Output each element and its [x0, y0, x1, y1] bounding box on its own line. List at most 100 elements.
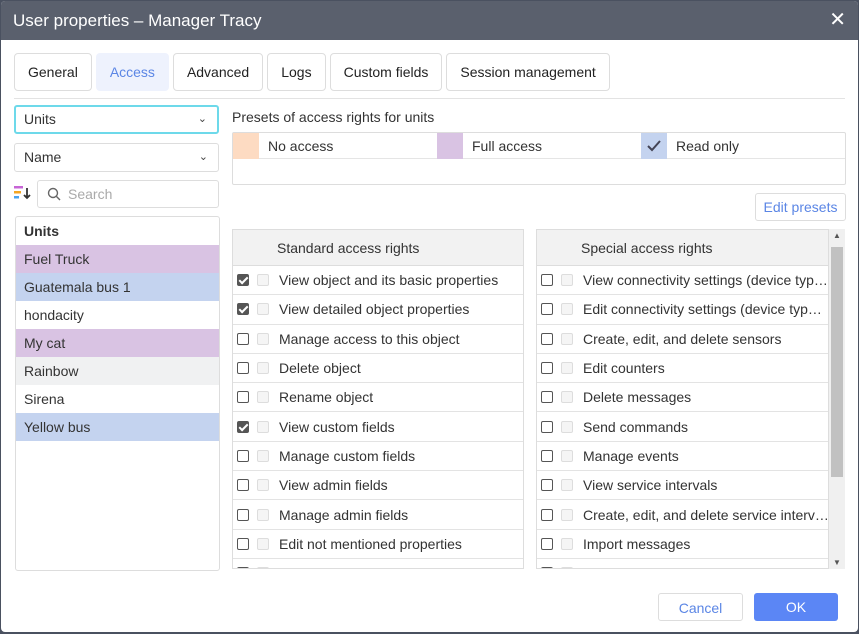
inherited-checkbox — [257, 420, 269, 433]
table-row: Edit counters — [537, 354, 828, 384]
preset-full-access[interactable]: Full access — [437, 132, 641, 159]
right-checkbox[interactable] — [237, 537, 249, 550]
table-row: Rename object — [233, 383, 523, 413]
dialog-title: User properties – Manager Tracy — [13, 11, 262, 30]
preset-read-only[interactable]: Read only — [641, 132, 845, 159]
right-checkbox[interactable] — [541, 274, 553, 287]
inherited-checkbox — [257, 449, 269, 462]
preset-swatch — [233, 132, 259, 159]
right-label: Delete messages — [583, 389, 692, 406]
right-checkbox[interactable] — [237, 274, 249, 287]
table-row: Manage admin fields — [233, 500, 523, 530]
right-checkbox[interactable] — [541, 508, 553, 521]
presets-panel: No access Full access Read only — [232, 132, 846, 185]
right-label: Edit not mentioned properties — [279, 535, 462, 552]
right-checkbox[interactable] — [237, 303, 249, 316]
right-label: View connectivity settings (device typ… — [583, 272, 828, 289]
inherited-checkbox — [257, 479, 269, 492]
tab-logs[interactable]: Logs — [267, 53, 326, 91]
scroll-down-icon[interactable]: ▼ — [833, 558, 841, 567]
list-header: Units — [24, 223, 59, 239]
right-checkbox[interactable] — [237, 362, 249, 375]
right-label: View admin fields — [279, 477, 388, 494]
sort-icon[interactable] — [14, 185, 32, 201]
right-label: Create, edit, and delete sensors — [583, 330, 782, 347]
right-checkbox[interactable] — [541, 303, 553, 316]
inherited-checkbox — [561, 362, 573, 375]
search-input[interactable]: Search — [37, 180, 219, 208]
tab-session-management[interactable]: Session management — [446, 53, 610, 91]
object-type-select[interactable]: Units ⌄ — [14, 105, 219, 134]
right-checkbox[interactable] — [237, 479, 249, 492]
ok-button[interactable]: OK — [754, 593, 838, 621]
inherited-checkbox — [561, 449, 573, 462]
standard-rights-header: Standard access rights — [233, 230, 523, 266]
list-item[interactable]: hondacity — [16, 301, 219, 329]
tab-general[interactable]: General — [14, 53, 92, 91]
preset-swatch — [437, 132, 463, 159]
right-label: View custom fields — [279, 418, 395, 435]
right-checkbox[interactable] — [541, 332, 553, 345]
table-row: Import messages — [537, 530, 828, 559]
right-label: View object and its basic properties — [279, 272, 499, 289]
table-row: Edit connectivity settings (device typ… — [537, 295, 828, 325]
tab-access[interactable]: Access — [95, 53, 169, 91]
scroll-up-icon[interactable]: ▲ — [833, 231, 841, 240]
special-rights-table: Special access rights View connectivity … — [536, 229, 829, 569]
inherited-checkbox — [561, 332, 573, 345]
table-row: View custom fields — [233, 412, 523, 442]
table-row: Delete object — [233, 354, 523, 384]
inherited-checkbox — [561, 420, 573, 433]
tab-custom-fields[interactable]: Custom fields — [329, 53, 443, 91]
list-item[interactable]: My cat — [16, 329, 219, 357]
right-checkbox[interactable] — [237, 508, 249, 521]
inherited-checkbox — [257, 567, 269, 568]
right-checkbox[interactable] — [541, 479, 553, 492]
inherited-checkbox — [561, 391, 573, 404]
inherited-checkbox — [561, 274, 573, 287]
chevron-down-icon: ⌄ — [197, 113, 207, 125]
list-item[interactable]: Fuel Truck — [16, 245, 219, 273]
tab-advanced[interactable]: Advanced — [172, 53, 264, 91]
search-placeholder: Search — [68, 186, 113, 202]
right-checkbox[interactable] — [541, 362, 553, 375]
right-checkbox[interactable] — [237, 391, 249, 404]
table-row: Delete messages — [537, 383, 828, 413]
edit-presets-button[interactable]: Edit presets — [755, 193, 846, 221]
sort-by-select[interactable]: Name ⌄ — [14, 143, 219, 172]
right-label: Send commands — [583, 418, 689, 435]
preset-no-access[interactable]: No access — [233, 132, 437, 159]
cancel-button[interactable]: Cancel — [658, 593, 743, 621]
right-checkbox[interactable] — [541, 391, 553, 404]
right-label: Manage events — [583, 447, 679, 464]
scrollbar-thumb[interactable] — [831, 247, 843, 477]
table-row — [233, 559, 523, 568]
sort-by-value: Name — [24, 149, 62, 165]
presets-label: Presets of access rights for units — [232, 109, 435, 125]
scrollbar[interactable]: ▲ ▼ — [829, 229, 845, 569]
special-rights-header: Special access rights — [537, 230, 828, 266]
list-item[interactable]: Yellow bus — [16, 413, 219, 441]
right-checkbox[interactable] — [541, 449, 553, 462]
right-checkbox[interactable] — [541, 567, 553, 568]
right-checkbox[interactable] — [237, 420, 249, 433]
object-type-value: Units — [24, 111, 56, 127]
list-item[interactable]: Guatemala bus 1 — [16, 273, 219, 301]
right-label: Edit connectivity settings (device typ… — [583, 301, 822, 318]
right-checkbox[interactable] — [237, 449, 249, 462]
right-checkbox[interactable] — [541, 420, 553, 433]
right-checkbox[interactable] — [237, 332, 249, 345]
right-checkbox[interactable] — [237, 567, 249, 568]
close-icon[interactable]: ✕ — [829, 9, 846, 31]
inherited-checkbox — [561, 508, 573, 521]
list-item[interactable]: Rainbow — [16, 357, 219, 385]
right-checkbox[interactable] — [541, 537, 553, 550]
inherited-checkbox — [561, 567, 573, 568]
table-row: Manage custom fields — [233, 442, 523, 472]
search-icon — [47, 187, 61, 201]
table-row: Edit not mentioned properties — [233, 530, 523, 559]
list-item[interactable]: Sirena — [16, 385, 219, 413]
checkmark-icon — [641, 132, 667, 159]
inherited-checkbox — [561, 303, 573, 316]
